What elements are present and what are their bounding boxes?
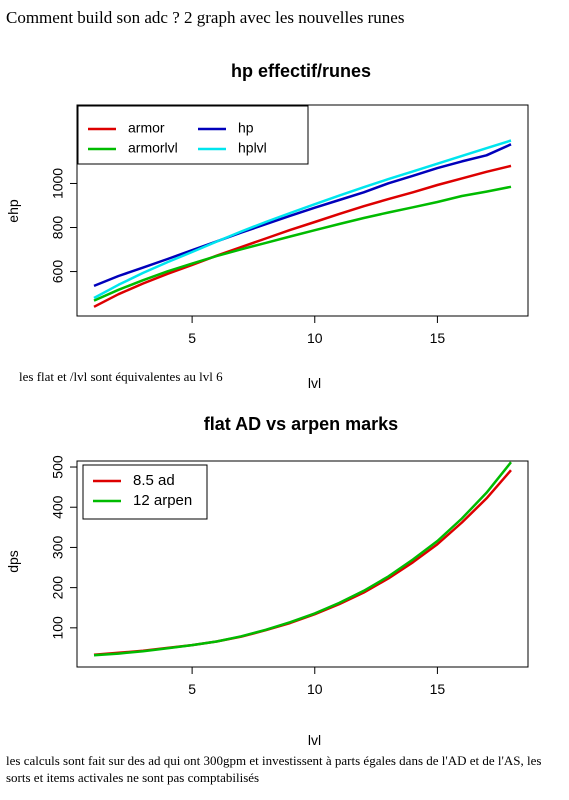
dps-y-axis-label: dps <box>5 550 21 573</box>
dps-y-tick-label: 200 <box>50 576 66 600</box>
ehp-series-line-armor <box>93 164 512 308</box>
ehp-chart-title: hp effectif/runes <box>231 61 371 81</box>
ehp-legend-label: hplvl <box>238 140 267 156</box>
ehp-y-axis-label: ehp <box>5 199 21 223</box>
dps-y-tick-label: 300 <box>50 536 66 560</box>
ehp-y-tick-label: 1000 <box>50 168 66 199</box>
dps-y-tick-label: 500 <box>50 455 66 479</box>
page-header: Comment build son adc ? 2 graph avec les… <box>6 8 405 27</box>
ehp-legend-label: armor <box>128 120 165 136</box>
dps-chart-title: flat AD vs arpen marks <box>204 414 398 434</box>
dps-y-tick-label: 100 <box>50 616 66 640</box>
ehp-series-line-hplvl <box>93 139 512 300</box>
ehp-series-line-armorlvl <box>93 185 512 302</box>
ehp-series-line-hp <box>93 143 512 288</box>
ehp-legend-label: armorlvl <box>128 140 178 156</box>
ehp-y-tick-label: 800 <box>50 216 66 240</box>
dps-y-tick-label: 400 <box>50 495 66 519</box>
dps-x-axis-label: lvl <box>308 732 321 748</box>
ehp-y-tick-label: 600 <box>50 260 66 284</box>
ehp-x-tick-label: 10 <box>307 330 323 346</box>
dps-legend-box <box>82 464 208 520</box>
ehp-x-axis-label: lvl <box>308 375 321 391</box>
chart-note-1: les flat et /lvl sont équivalentes au lv… <box>19 369 223 384</box>
dps-legend-label: 8.5 ad <box>133 472 175 489</box>
ehp-x-tick-label: 15 <box>430 330 446 346</box>
ehp-x-tick-label: 5 <box>188 330 196 346</box>
dps-series-line-12-arpen <box>93 461 512 657</box>
dps-x-tick-label: 10 <box>307 681 323 697</box>
ehp-legend-label: hp <box>238 120 254 136</box>
dps-x-tick-label: 5 <box>188 681 196 697</box>
dps-legend-label: 12 arpen <box>133 492 192 509</box>
dps-x-tick-label: 15 <box>430 681 446 697</box>
ehp-legend-box <box>77 105 309 165</box>
chart-note-2: les calculs sont fait sur des ad qui ont… <box>6 753 542 785</box>
ehp-chart: hp effectif/runes 5 10 15 lvl 600 800 1000 ehp ar… <box>5 61 529 391</box>
